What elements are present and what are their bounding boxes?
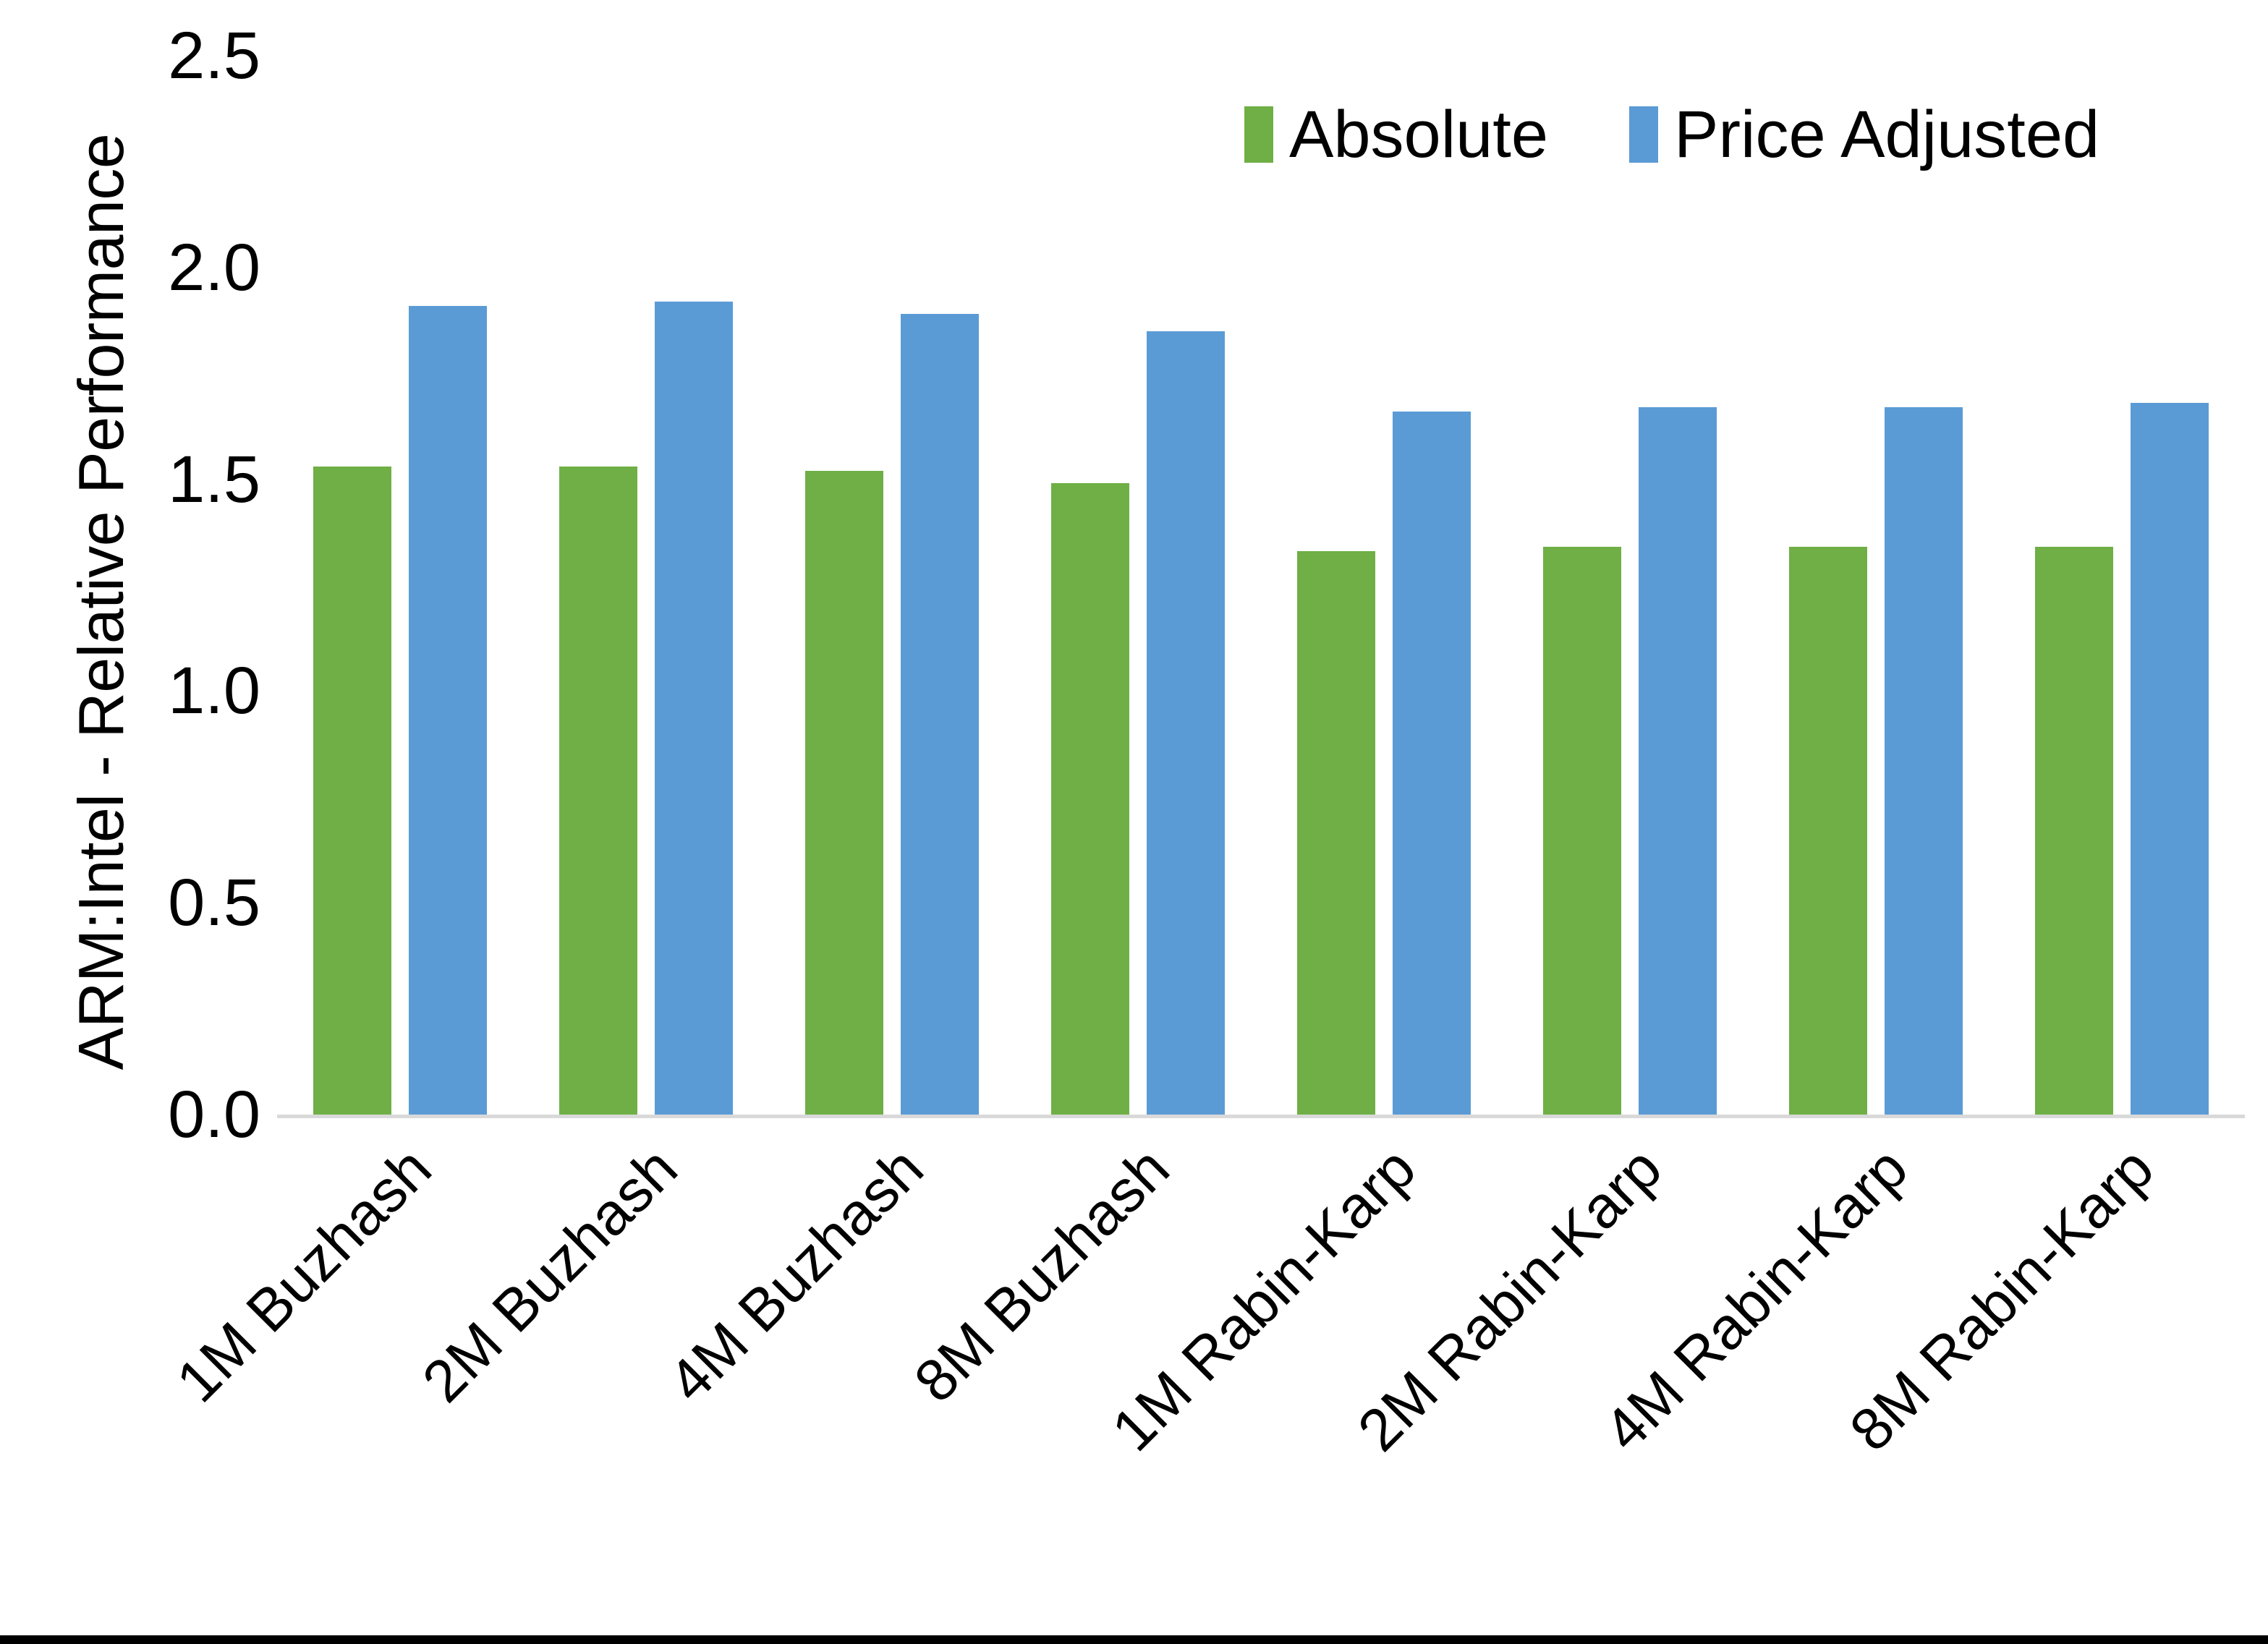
legend-item[interactable]: Price Adjusted (1629, 101, 2099, 168)
bar-group (1261, 56, 1507, 1115)
bar-adjusted[interactable] (1639, 407, 1717, 1115)
bar-group (523, 56, 769, 1115)
y-axis-tick-labels: 2.5 2.0 1.5 1.0 0.5 0.0 (80, 0, 260, 1635)
bar-group (1753, 56, 1999, 1115)
y-axis-tick-label: 0.5 (168, 866, 260, 940)
bar-adjusted[interactable] (1393, 411, 1471, 1115)
x-axis-line (277, 1115, 2245, 1118)
legend-swatch-icon (1629, 106, 1659, 163)
bar-absolute[interactable] (1297, 551, 1375, 1115)
y-axis-tick-label: 0.0 (168, 1078, 260, 1151)
y-axis-tick-label: 2.0 (168, 230, 260, 304)
x-axis-tick-labels: 1M Buzhash 2M Buzhash 4M Buzhash 8M Buzhash… (164, 1125, 2245, 1530)
bar-absolute[interactable] (2035, 547, 2113, 1115)
bar-adjusted[interactable] (1885, 407, 1963, 1115)
bar-absolute[interactable] (1789, 547, 1867, 1115)
plot-area (277, 56, 2245, 1118)
bar-adjusted[interactable] (901, 314, 979, 1115)
chart-legend: Absolute Price Adjusted (1244, 101, 2099, 168)
bar-group (277, 56, 523, 1115)
bar-groups (277, 56, 2245, 1115)
y-axis-tick-label: 1.0 (168, 654, 260, 728)
x-axis-tick-cell: 8M Rabin-Karp (1838, 1125, 2245, 1530)
bar-absolute[interactable] (313, 467, 391, 1115)
bar-adjusted[interactable] (655, 301, 733, 1115)
legend-swatch-icon (1244, 106, 1273, 163)
y-axis-tick-label: 1.5 (168, 442, 260, 516)
bar-group (1015, 56, 1261, 1115)
bar-group (769, 56, 1015, 1115)
bar-adjusted[interactable] (1147, 331, 1225, 1115)
y-axis-tick-label: 2.5 (168, 19, 260, 93)
bar-group (1999, 56, 2245, 1115)
legend-item[interactable]: Absolute (1244, 101, 1548, 168)
legend-label: Price Adjusted (1674, 98, 2100, 171)
legend-label: Absolute (1289, 98, 1549, 171)
bar-group (1507, 56, 1753, 1115)
bar-absolute[interactable] (1051, 483, 1129, 1115)
bar-absolute[interactable] (1543, 547, 1621, 1115)
bar-adjusted[interactable] (409, 305, 487, 1115)
bar-absolute[interactable] (805, 470, 883, 1115)
bar-adjusted[interactable] (2131, 403, 2209, 1115)
bar-absolute[interactable] (559, 467, 637, 1115)
